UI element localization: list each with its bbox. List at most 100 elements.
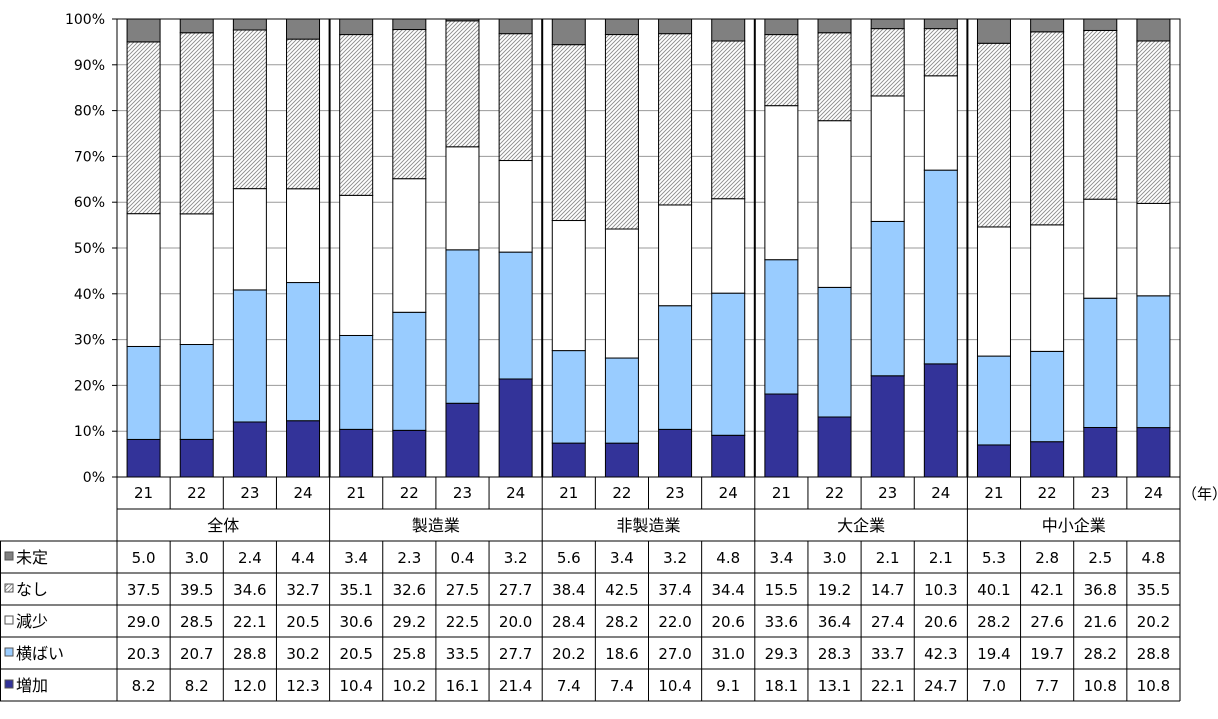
bar-segment [870,95,905,222]
data-label: 27.0 [658,645,691,663]
data-label: 3.0 [185,549,209,567]
x-tick-label: 24 [293,484,312,502]
bar-segment [392,178,427,313]
data-label: 2.5 [1088,549,1112,567]
data-label: 18.1 [765,677,798,695]
x-tick-label: 21 [772,484,791,502]
data-label: 4.4 [291,549,315,567]
bar-segment [126,213,161,347]
data-label: 28.5 [180,613,213,631]
data-label: 39.5 [180,581,213,599]
data-label: 28.8 [233,645,266,663]
y-tick-label: 50% [74,241,105,257]
data-label: 28.8 [1137,645,1170,663]
bar-segment [498,251,533,380]
bar-segment [658,204,693,307]
data-label: 28.2 [977,613,1010,631]
data-label: 27.5 [446,581,479,599]
bar-segment [551,220,586,352]
bar-segment [339,428,374,478]
data-label: 2.8 [1035,549,1059,567]
data-label: 27.6 [1030,613,1063,631]
y-tick-label: 70% [74,149,105,165]
bar-segment [817,120,852,288]
data-label: 42.1 [1030,581,1063,599]
bars [126,18,1171,478]
bar-segment [604,18,639,36]
data-label: 20.2 [552,645,585,663]
group-label: 製造業 [412,516,460,535]
data-label: 35.1 [339,581,372,599]
legend-swatch [4,615,14,625]
x-tick-label: 22 [825,484,844,502]
data-label: 4.8 [1141,549,1165,567]
bar-segment [711,434,746,478]
year-unit-label: （年） [1182,485,1218,503]
data-label: 31.0 [712,645,745,663]
y-tick-label: 20% [74,378,105,394]
data-label: 2.1 [929,549,953,567]
data-label: 10.4 [339,677,372,695]
bar-segment [764,18,799,36]
data-label: 3.0 [823,549,847,567]
data-label: 27.4 [871,613,904,631]
bar-segment [870,375,905,478]
legend-swatch [4,679,14,689]
data-label: 3.4 [610,549,634,567]
bar-segment [711,198,746,294]
group-label: 中小企業 [1042,516,1106,535]
data-label: 4.8 [716,549,740,567]
y-tick-label: 0% [83,470,105,486]
bar-segment [232,29,267,190]
bar-segment [1136,202,1171,297]
bar-segment [923,169,958,365]
bar-segment [976,444,1011,478]
bar-segment [658,305,693,430]
data-label: 20.2 [1137,613,1170,631]
data-label: 16.1 [446,677,479,695]
data-label: 21.4 [499,677,532,695]
bar-segment [923,75,958,171]
bar-segment [923,28,958,77]
data-label: 3.4 [344,549,368,567]
bar-segment [1030,31,1065,226]
data-label: 28.2 [1084,645,1117,663]
bar-segment [286,38,321,190]
bar-segment [498,378,533,478]
x-tick-label: 24 [506,484,525,502]
data-label: 36.4 [818,613,851,631]
data-label: 0.4 [451,549,475,567]
bar-segment [445,402,480,478]
bar-segment [1083,18,1118,31]
data-label: 8.2 [132,677,156,695]
y-tick-label: 90% [74,58,105,74]
data-label: 28.2 [605,613,638,631]
bar-segment [1030,441,1065,478]
bar-segment [658,33,693,206]
bar-segment [764,393,799,478]
bar-segment [1030,224,1065,352]
data-label: 3.4 [769,549,793,567]
data-label: 5.6 [557,549,581,567]
data-label: 34.4 [712,581,745,599]
bar-segment [339,34,374,196]
bar-segment [498,160,533,253]
bar-segment [339,18,374,36]
bar-segment [232,421,267,478]
data-label: 7.0 [982,677,1006,695]
data-label: 10.8 [1137,677,1170,695]
data-label: 7.7 [1035,677,1059,695]
x-tick-label: 22 [1038,484,1057,502]
data-label: 20.3 [127,645,160,663]
data-label: 5.3 [982,549,1006,567]
bar-segment [551,44,586,222]
bar-segment [126,41,161,215]
bar-segment [1030,350,1065,443]
data-label: 15.5 [765,581,798,599]
bar-segment [445,249,480,404]
bar-segment [817,286,852,418]
data-label: 7.4 [557,677,581,695]
bar-segment [1136,295,1171,429]
